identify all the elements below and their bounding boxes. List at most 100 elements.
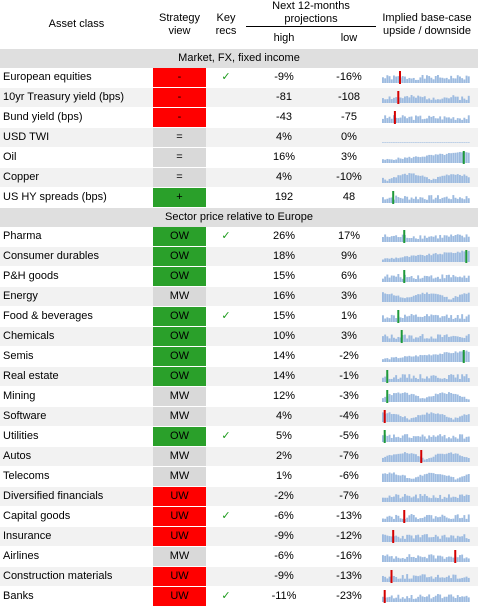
spark-bar xyxy=(461,517,464,522)
spark-bar xyxy=(421,596,424,602)
spark-bar xyxy=(461,396,464,402)
spark-bar xyxy=(399,97,402,103)
spark-bar xyxy=(408,173,411,183)
table-row: Semis OW 14% -2% xyxy=(0,346,478,367)
spark-bar xyxy=(441,295,444,302)
spark-bar xyxy=(401,158,404,163)
spark-bar xyxy=(412,77,415,83)
asset-name: Energy xyxy=(0,286,153,307)
spark-bar xyxy=(439,153,442,163)
spark-bar xyxy=(437,118,439,123)
spark-bar xyxy=(456,595,459,602)
spark-bar xyxy=(454,142,457,143)
spark-bar xyxy=(463,534,466,542)
spark-bar xyxy=(412,295,415,302)
spark-bar xyxy=(437,517,439,522)
spark-bar xyxy=(432,116,435,123)
spark-bar xyxy=(445,77,448,83)
spark-bar xyxy=(439,234,442,242)
key-rec-check-icon xyxy=(206,346,246,367)
spark-bar xyxy=(428,316,431,322)
spark-bar xyxy=(408,297,411,302)
spark-bar xyxy=(428,98,431,103)
spark-bar xyxy=(421,557,424,562)
spark-bar xyxy=(415,337,417,342)
spark-bar xyxy=(419,278,422,282)
spark-bar xyxy=(412,255,415,262)
spark-bar xyxy=(465,152,468,163)
key-rec-check-icon: ✓ xyxy=(206,68,246,88)
projection-low: -23% xyxy=(322,586,376,607)
implied-upside-chart xyxy=(376,227,478,247)
projection-high: -9% xyxy=(246,566,322,587)
spark-bar xyxy=(465,457,468,462)
spark-bar xyxy=(421,475,424,482)
spark-bar xyxy=(397,197,400,203)
spark-bar xyxy=(434,277,437,282)
table-row: Autos MW 2% -7% xyxy=(0,446,478,467)
spark-bar xyxy=(430,355,433,362)
spark-bar xyxy=(463,596,466,602)
spark-bar xyxy=(417,596,420,602)
spark-bar xyxy=(386,336,389,342)
spark-bar xyxy=(454,351,457,362)
spark-bar xyxy=(395,597,398,602)
spark-bar xyxy=(415,454,417,462)
spark-bar xyxy=(441,237,444,242)
spark-bar xyxy=(423,597,426,602)
spark-bar xyxy=(384,534,387,542)
spark-bar xyxy=(432,338,435,342)
spark-bar xyxy=(382,177,384,183)
spark-bar xyxy=(419,115,422,123)
spark-bar xyxy=(408,495,411,502)
spark-bar xyxy=(456,535,459,542)
spark-bar xyxy=(467,334,470,342)
strategy-view-badge: MW xyxy=(153,386,206,407)
spark-bar xyxy=(434,338,437,342)
spark-bar xyxy=(465,293,468,302)
spark-bar xyxy=(441,392,444,402)
spark-bar xyxy=(404,196,406,203)
table-row: Software MW 4% -4% xyxy=(0,406,478,427)
section-title: Market, FX, fixed income xyxy=(0,49,478,68)
spark-bar xyxy=(463,318,466,322)
spark-bar xyxy=(393,472,395,482)
spark-bar xyxy=(406,377,409,382)
spark-bar xyxy=(415,517,417,522)
key-rec-check-icon: ✓ xyxy=(206,506,246,527)
spark-bar xyxy=(428,514,431,522)
spark-bar xyxy=(423,436,426,442)
spark-bar xyxy=(417,175,420,183)
spark-bar xyxy=(384,276,387,282)
spark-bar xyxy=(459,99,461,103)
spark-bar xyxy=(386,118,389,123)
spark-bar xyxy=(401,317,404,322)
spark-bar xyxy=(459,234,461,242)
spark-bar xyxy=(434,534,437,542)
spark-bar xyxy=(450,535,453,542)
spark-bar xyxy=(432,155,435,163)
spark-bar xyxy=(448,274,450,282)
spark-bar xyxy=(390,257,393,262)
asset-name: Diversified financials xyxy=(0,486,153,507)
table-row: Copper = 4% -10% xyxy=(0,167,478,188)
spark-bar xyxy=(417,79,420,83)
projection-low: 17% xyxy=(322,227,376,247)
spark-bar xyxy=(439,594,442,602)
spark-bar xyxy=(441,254,444,262)
spark-bar xyxy=(454,538,457,542)
spark-bar xyxy=(459,536,461,542)
strategy-view-badge: MW xyxy=(153,286,206,307)
spark-bar xyxy=(417,294,420,302)
spark-bar xyxy=(434,293,437,302)
spark-bar xyxy=(450,199,453,203)
spark-bar xyxy=(382,315,384,322)
spark-bar xyxy=(430,375,433,382)
projection-high: 14% xyxy=(246,366,322,387)
spark-bar xyxy=(397,358,400,362)
spark-bar xyxy=(456,118,459,123)
spark-bar xyxy=(384,234,387,242)
spark-bar xyxy=(388,495,391,502)
spark-bar xyxy=(452,374,455,382)
spark-bar xyxy=(439,253,442,262)
